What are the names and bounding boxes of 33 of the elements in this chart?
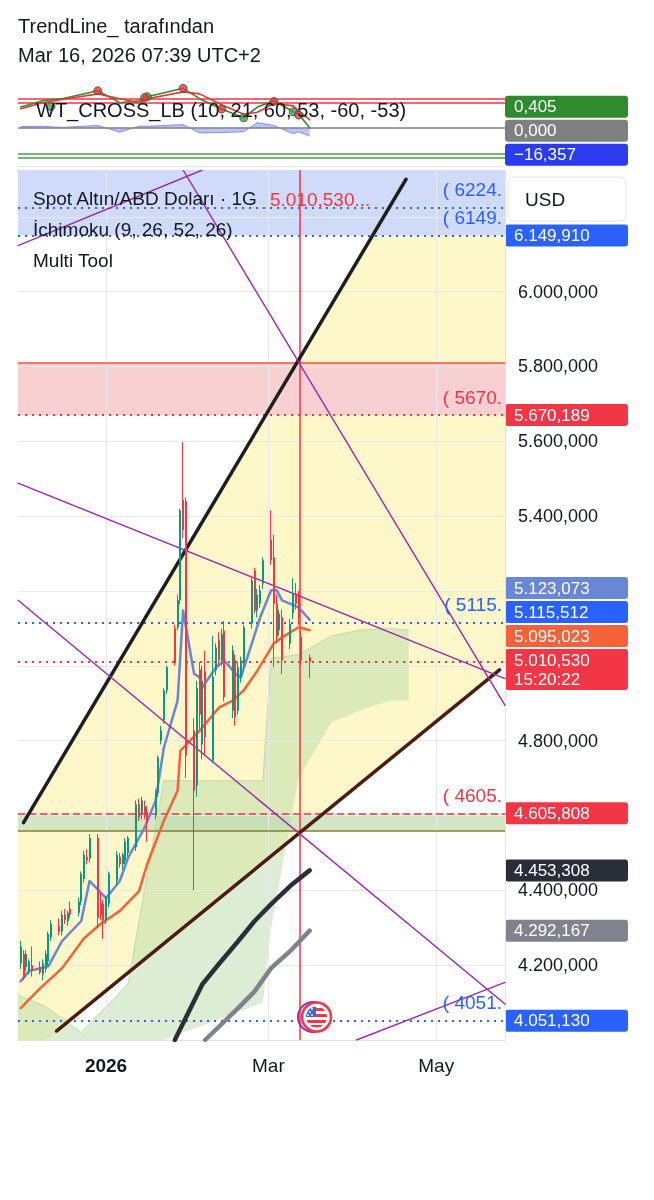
- annotation: ( 6149.: [442, 207, 502, 229]
- x-tick-label: Mar: [252, 1055, 286, 1076]
- text: −16,357: [514, 145, 576, 165]
- text: 4.453,308: [514, 860, 590, 880]
- y-tick-label: 6.000,000: [518, 281, 599, 302]
- ref-line-label: 4.051,130: [514, 1011, 590, 1031]
- y-tick-label: 4.200,000: [518, 955, 599, 976]
- x-tick-label: May: [418, 1055, 455, 1076]
- y-tick-label: 4.400,000: [518, 880, 599, 901]
- text: 5.095,023: [514, 626, 590, 646]
- x-tick-label: 2026: [84, 1055, 128, 1076]
- ref-line-label: 5.115,512: [514, 602, 589, 622]
- text: 5.123,073: [514, 578, 590, 598]
- ref-line-label: 0,000: [514, 121, 557, 141]
- annotation: Multi Tool: [33, 249, 113, 271]
- y-tick-label: 5.600,000: [518, 431, 599, 452]
- text: 0,405: [514, 97, 557, 117]
- y-tick-label: 5.400,000: [518, 506, 599, 527]
- text: 4.292,167: [514, 921, 590, 941]
- y-axis-title: USD: [525, 188, 566, 210]
- annotation: ( 4605.: [442, 784, 502, 806]
- annotation: ( 6224.: [442, 179, 502, 201]
- ref-line-label: 6.149,910: [514, 226, 590, 246]
- chart-title: TrendLine_ tarafından: [18, 15, 215, 38]
- ref-line-label: 5.670,189: [514, 405, 590, 425]
- annotation: ( 5670.: [442, 386, 502, 408]
- ref-line-label: 5.010,530 15:20:22: [514, 650, 590, 689]
- y-tick-label: 4.800,000: [518, 730, 599, 751]
- chart-subtitle: Mar 16, 2026 07:39 UTC+2: [18, 44, 261, 66]
- annotation: ( 4051.: [442, 992, 502, 1014]
- annotation: ( 5115.: [444, 594, 502, 616]
- ref-line-label: 4.605,808: [514, 803, 590, 823]
- y-tick-label: 5.800,000: [518, 356, 599, 377]
